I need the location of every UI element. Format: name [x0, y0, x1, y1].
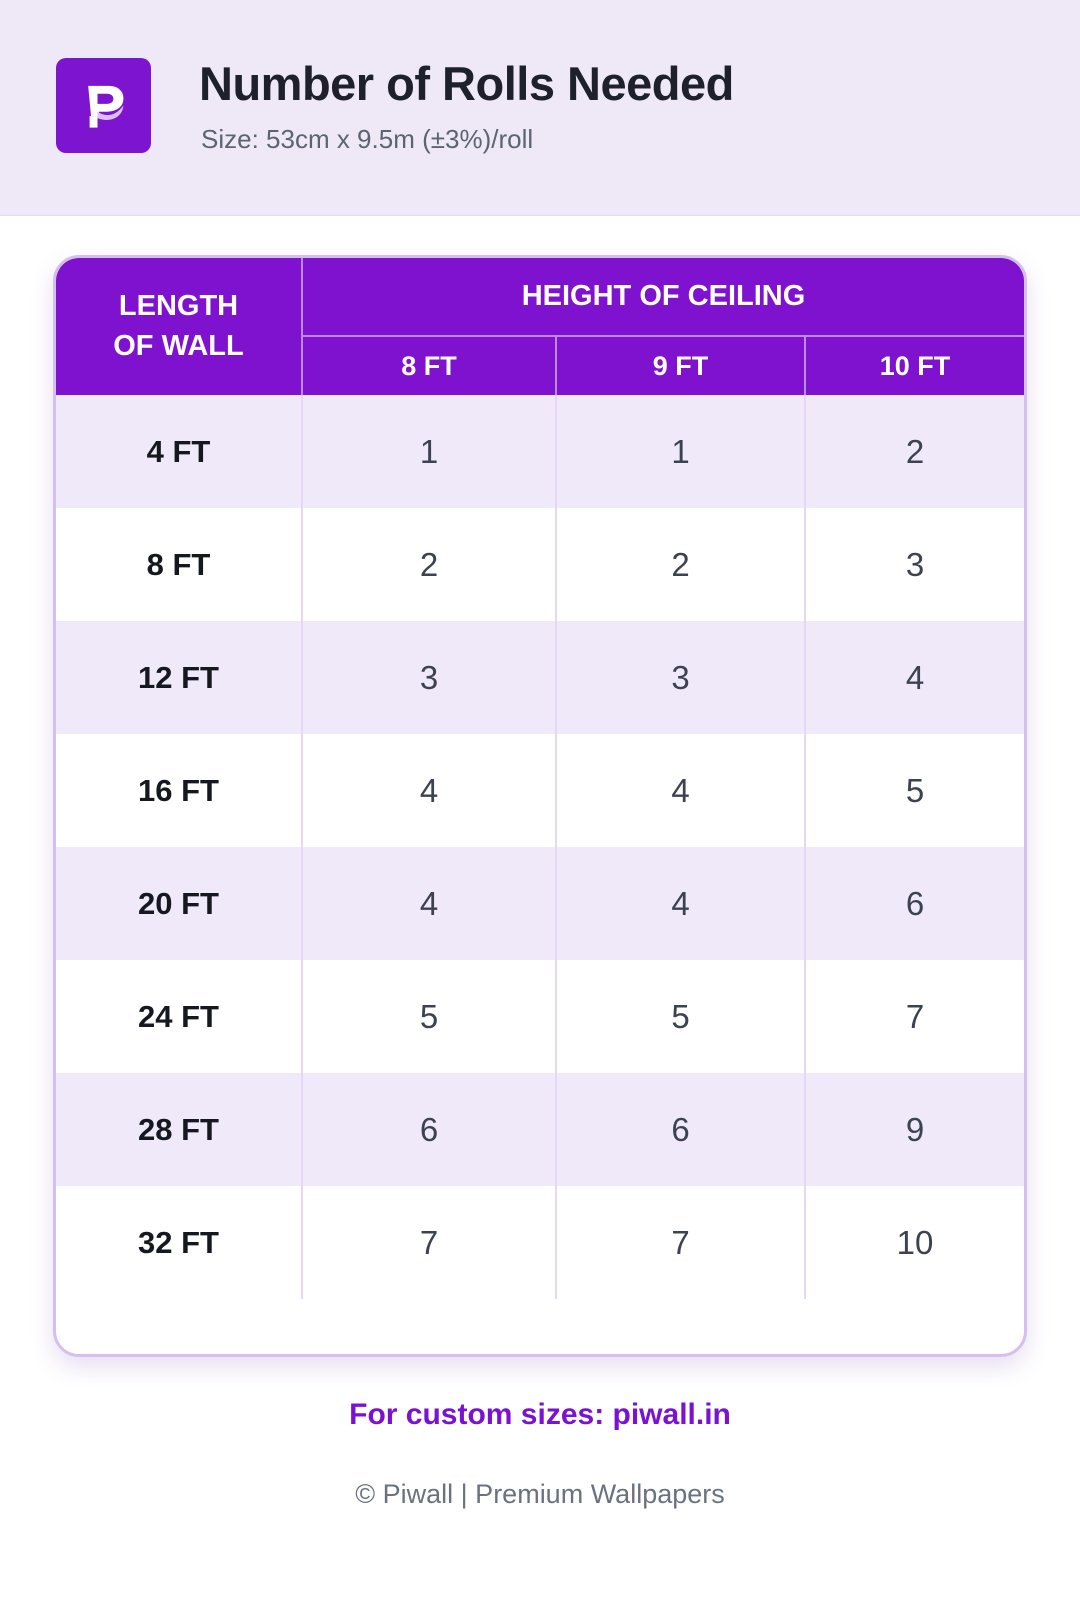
cell-value: 5	[804, 734, 1024, 847]
table-header: LENGTH OF WALL HEIGHT OF CEILING 8 FT 9 …	[56, 258, 1024, 395]
page-subtitle: Size: 53cm x 9.5m (±3%)/roll	[201, 124, 534, 154]
table-row: 4 FT 1 1 2	[56, 395, 1024, 508]
rolls-table-card: LENGTH OF WALL HEIGHT OF CEILING 8 FT 9 …	[53, 255, 1027, 1357]
table-subheader-row: 8 FT 9 FT 10 FT	[303, 337, 1024, 395]
row-label: 8 FT	[56, 508, 303, 621]
copyright-text: © Piwall | Premium Wallpapers	[355, 1479, 725, 1509]
cell-value: 1	[419, 432, 439, 470]
table-header-right: HEIGHT OF CEILING 8 FT 9 FT 10 FT	[303, 258, 1024, 395]
table-body: 4 FT 1 1 2 8 FT 2 2 3 12 FT 3 3 4 16 FT …	[56, 395, 1024, 1299]
cell-value: 4	[804, 621, 1024, 734]
piwall-logo	[56, 58, 151, 153]
row-label: 12 FT	[56, 621, 303, 734]
page-title: Number of Rolls Needed	[199, 57, 734, 110]
cell-value: 6	[555, 1073, 804, 1186]
cell-value: 2	[419, 545, 439, 583]
cell-value: 10	[804, 1186, 1024, 1299]
row-label: 4 FT	[56, 395, 303, 508]
row-label: 24 FT	[56, 960, 303, 1073]
table-row: 32 FT 7 7 10	[56, 1186, 1024, 1299]
header-band: Number of Rolls Needed Size: 53cm x 9.5m…	[0, 0, 1080, 216]
cell-value: 3	[419, 658, 439, 696]
cell-value: 2	[555, 508, 804, 621]
column-header-9ft: 9 FT	[555, 337, 804, 395]
piwall-logo-icon	[87, 85, 123, 128]
custom-sizes-link[interactable]: For custom sizes: piwall.in	[349, 1398, 731, 1431]
column-header-10ft: 10 FT	[804, 337, 1024, 395]
cell-value: 5	[419, 997, 439, 1035]
cell-value: 9	[804, 1073, 1024, 1186]
cell-value: 4	[419, 771, 439, 809]
cell-value: 5	[555, 960, 804, 1073]
table-row: 16 FT 4 4 5	[56, 734, 1024, 847]
cell-value: 7	[419, 1223, 439, 1261]
table-row: 20 FT 4 4 6	[56, 847, 1024, 960]
cell-value: 2	[804, 395, 1024, 508]
table-row: 8 FT 2 2 3	[56, 508, 1024, 621]
cell-value: 7	[804, 960, 1024, 1073]
cell-value: 6	[804, 847, 1024, 960]
table-row: 12 FT 3 3 4	[56, 621, 1024, 734]
cell-value: 4	[419, 884, 439, 922]
column-header-8ft: 8 FT	[401, 350, 457, 381]
table-row: 24 FT 5 5 7	[56, 960, 1024, 1073]
cell-value: 7	[555, 1186, 804, 1299]
row-label: 20 FT	[56, 847, 303, 960]
cell-value: 3	[555, 621, 804, 734]
table-header-height-of-ceiling: HEIGHT OF CEILING	[303, 258, 1024, 337]
cell-value: 3	[804, 508, 1024, 621]
row-label: 32 FT	[56, 1186, 303, 1299]
cell-value: 4	[555, 734, 804, 847]
table-row: 28 FT 6 6 9	[56, 1073, 1024, 1186]
row-label: 16 FT	[56, 734, 303, 847]
cell-value: 4	[555, 847, 804, 960]
cell-value: 6	[419, 1110, 439, 1148]
table-header-length-of-wall: LENGTH OF WALL	[56, 258, 303, 395]
cell-value: 1	[555, 395, 804, 508]
row-label: 28 FT	[56, 1073, 303, 1186]
